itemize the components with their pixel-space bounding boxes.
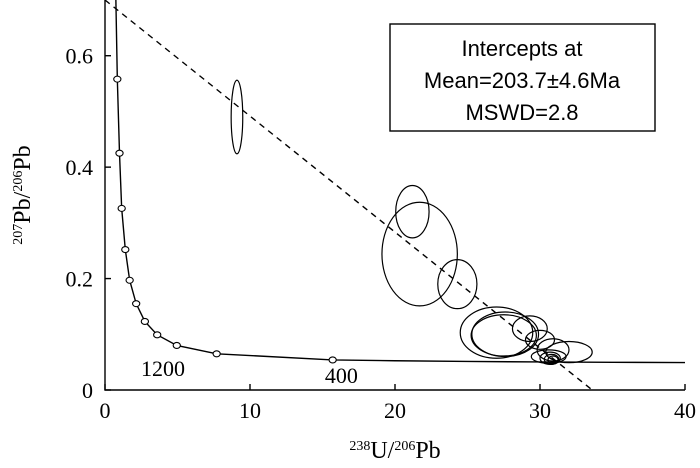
data-ellipse <box>547 355 559 365</box>
data-ellipse <box>437 259 478 310</box>
y-tick-label: 0.6 <box>66 44 94 69</box>
data-ellipse <box>524 329 556 350</box>
intercepts-box-frame <box>389 23 656 132</box>
age-marker <box>115 149 124 157</box>
y-tick-label: 0 <box>82 378 93 403</box>
age-marker <box>117 204 126 212</box>
y-tick-label: 0.4 <box>66 155 94 180</box>
age-marker <box>125 276 134 284</box>
age-marker <box>132 300 141 308</box>
intercepts-box: Intercepts at Mean=203.7±4.6Ma MSWD=2.8 <box>389 23 656 132</box>
data-ellipse <box>230 79 244 155</box>
discordia-line <box>104 0 593 391</box>
y-tick-label: 0.2 <box>66 267 94 292</box>
data-ellipse <box>459 306 534 359</box>
data-ellipse <box>536 338 570 362</box>
x-tick-label: 20 <box>384 398 406 423</box>
age-marker <box>121 246 130 254</box>
age-marker <box>153 331 162 339</box>
age-marker <box>328 356 337 364</box>
age-marker <box>113 75 122 83</box>
age-marker <box>140 317 150 326</box>
intercepts-box-line-3: MSWD=2.8 <box>465 100 578 125</box>
x-tick-label: 10 <box>239 398 261 423</box>
data-ellipse <box>470 314 537 357</box>
x-tick-label: 30 <box>529 398 551 423</box>
age-label: 1200 <box>141 356 185 381</box>
age-label: 400 <box>325 363 358 388</box>
data-ellipse <box>395 184 430 239</box>
intercepts-box-line-1: Intercepts at <box>461 36 582 61</box>
data-ellipse <box>530 349 567 364</box>
intercepts-box-line-2: Mean=203.7±4.6Ma <box>424 68 621 93</box>
y-axis-label: 207Pb/206Pb <box>10 145 36 244</box>
data-ellipse <box>381 201 458 307</box>
x-tick-label: 40 <box>674 398 696 423</box>
age-marker <box>212 350 221 358</box>
plot-layer: 1200 400 <box>104 0 686 391</box>
age-marker <box>172 341 181 349</box>
data-ellipse <box>511 315 548 343</box>
data-ellipse <box>543 353 560 365</box>
x-tick-label: 0 <box>100 398 111 423</box>
x-axis-label: 238U/206Pb <box>349 438 440 464</box>
